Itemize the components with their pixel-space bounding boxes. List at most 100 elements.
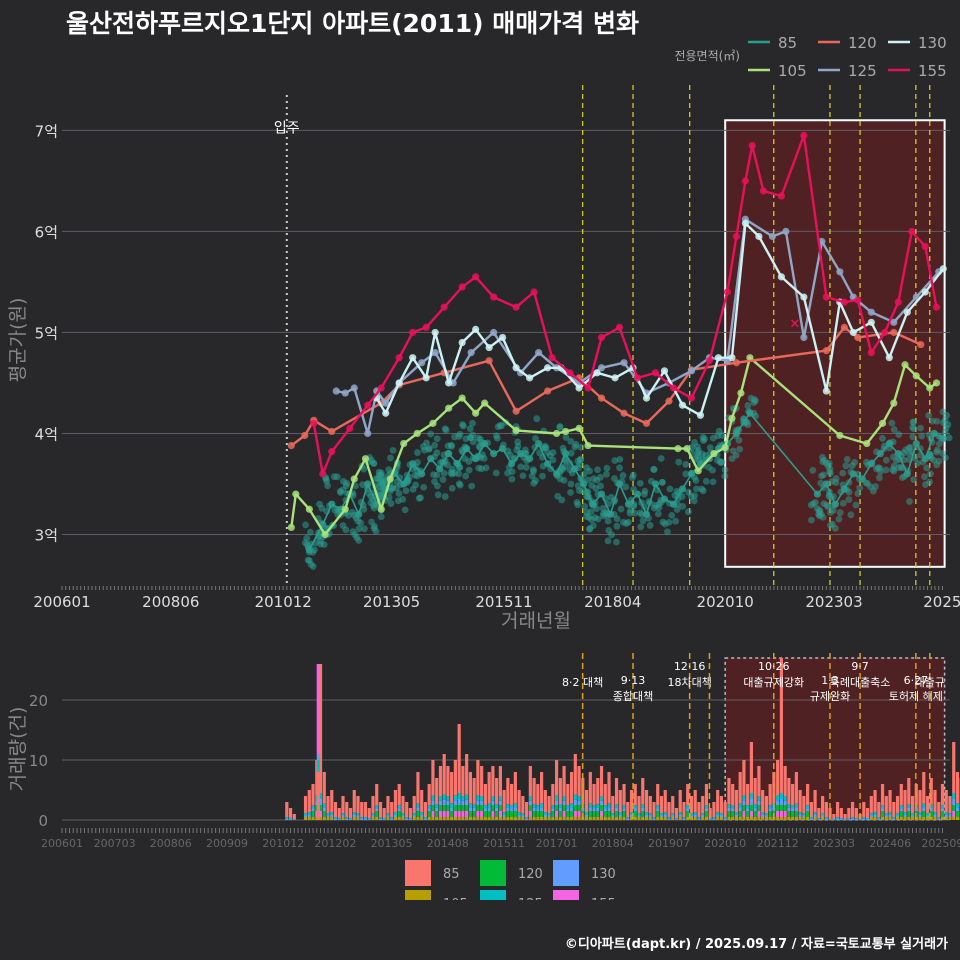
bar-155 — [573, 811, 577, 817]
point-85 — [597, 490, 606, 498]
bar-125 — [794, 803, 798, 808]
point-105 — [878, 419, 887, 427]
bar-105 — [431, 817, 435, 820]
bar-125 — [453, 795, 458, 801]
point-85 — [445, 450, 453, 458]
point-85-scatter — [567, 489, 574, 496]
point-85-scatter — [895, 431, 903, 438]
bar-130 — [311, 808, 315, 811]
point-85-scatter — [910, 425, 918, 433]
point-85-scatter — [603, 464, 611, 472]
bar-105 — [427, 817, 431, 820]
bar-130 — [727, 807, 731, 811]
legend-swatch-130 — [553, 860, 579, 886]
bar-130 — [607, 807, 611, 811]
bar-120 — [491, 805, 495, 811]
bar-130 — [671, 815, 675, 817]
bar-85 — [641, 778, 645, 805]
bar-105 — [476, 817, 480, 820]
bar-125 — [461, 796, 465, 801]
point-155 — [458, 283, 466, 291]
point-155 — [422, 323, 430, 331]
bar-120 — [495, 811, 499, 817]
bar-130 — [719, 815, 724, 817]
bar-120 — [738, 811, 742, 817]
point-85-scatter — [918, 432, 926, 440]
bar-85 — [371, 796, 375, 814]
bar-105 — [925, 817, 930, 820]
point-105 — [901, 361, 909, 369]
legend-label-130: 130 — [591, 867, 616, 882]
bar-105 — [783, 817, 787, 820]
bar-105 — [753, 817, 757, 820]
point-85-scatter — [619, 472, 627, 479]
point-85-scatter — [439, 476, 447, 484]
y-tick-label: 0 — [38, 812, 48, 830]
bar-130 — [423, 818, 428, 820]
bar-125 — [588, 803, 592, 808]
bar-130 — [794, 807, 798, 811]
bar-130 — [836, 818, 840, 820]
bar-120 — [794, 811, 798, 817]
bar-85 — [322, 772, 326, 804]
bar-85 — [873, 790, 877, 813]
point-155 — [328, 448, 336, 456]
bar-130 — [528, 800, 532, 805]
bar-125 — [787, 804, 791, 808]
point-130 — [849, 328, 857, 337]
bar-155 — [461, 811, 465, 817]
point-85-scatter — [666, 485, 674, 493]
point-85-scatter — [914, 459, 921, 467]
point-85-scatter — [394, 497, 402, 505]
point-85-scatter — [693, 485, 700, 493]
bar-120 — [779, 805, 783, 811]
point-85 — [481, 439, 489, 448]
point-85-scatter — [818, 472, 825, 480]
point-85-scatter — [926, 452, 934, 459]
bar-130 — [865, 819, 870, 820]
x-tick-label: 201511 — [475, 593, 532, 611]
series-line-85 — [308, 412, 944, 550]
bar-130 — [806, 808, 810, 811]
bar-125 — [742, 795, 746, 801]
bar-125 — [940, 805, 945, 809]
bar-125 — [933, 812, 937, 815]
bar-130 — [869, 815, 873, 817]
bar-105 — [326, 817, 330, 820]
bar-105 — [727, 817, 731, 820]
bar-120 — [438, 805, 443, 811]
point-85-scatter — [448, 465, 456, 473]
point-85-scatter — [910, 476, 918, 484]
bar-105 — [764, 817, 768, 820]
bar-120 — [633, 811, 637, 817]
legend-title: 전용면적(㎡) — [674, 49, 740, 63]
bar-105 — [907, 817, 911, 820]
bar-105 — [693, 817, 697, 820]
bar-125 — [880, 805, 885, 809]
bar-105 — [487, 817, 491, 820]
point-85-scatter — [934, 446, 941, 454]
bar-125 — [521, 813, 525, 816]
bar-120 — [513, 811, 517, 817]
bar-85 — [761, 790, 765, 813]
point-85 — [490, 450, 498, 458]
bar-85 — [292, 814, 296, 820]
point-155 — [490, 293, 498, 301]
bar-155 — [453, 811, 458, 817]
point-85 — [903, 470, 911, 478]
bar-130 — [412, 815, 416, 817]
bar-130 — [397, 808, 401, 811]
point-85-scatter — [709, 434, 717, 442]
point-85-scatter — [845, 496, 853, 503]
bar-105 — [303, 817, 308, 820]
bar-125 — [345, 817, 349, 819]
bar-125 — [397, 805, 401, 809]
legend-swatch-85 — [405, 860, 431, 886]
bar-125 — [423, 817, 428, 819]
bar-85 — [937, 802, 941, 818]
point-155 — [597, 333, 606, 342]
bar-125 — [592, 805, 596, 809]
point-85-scatter — [309, 563, 317, 570]
bar-105 — [562, 817, 566, 820]
point-85-scatter — [628, 474, 636, 482]
